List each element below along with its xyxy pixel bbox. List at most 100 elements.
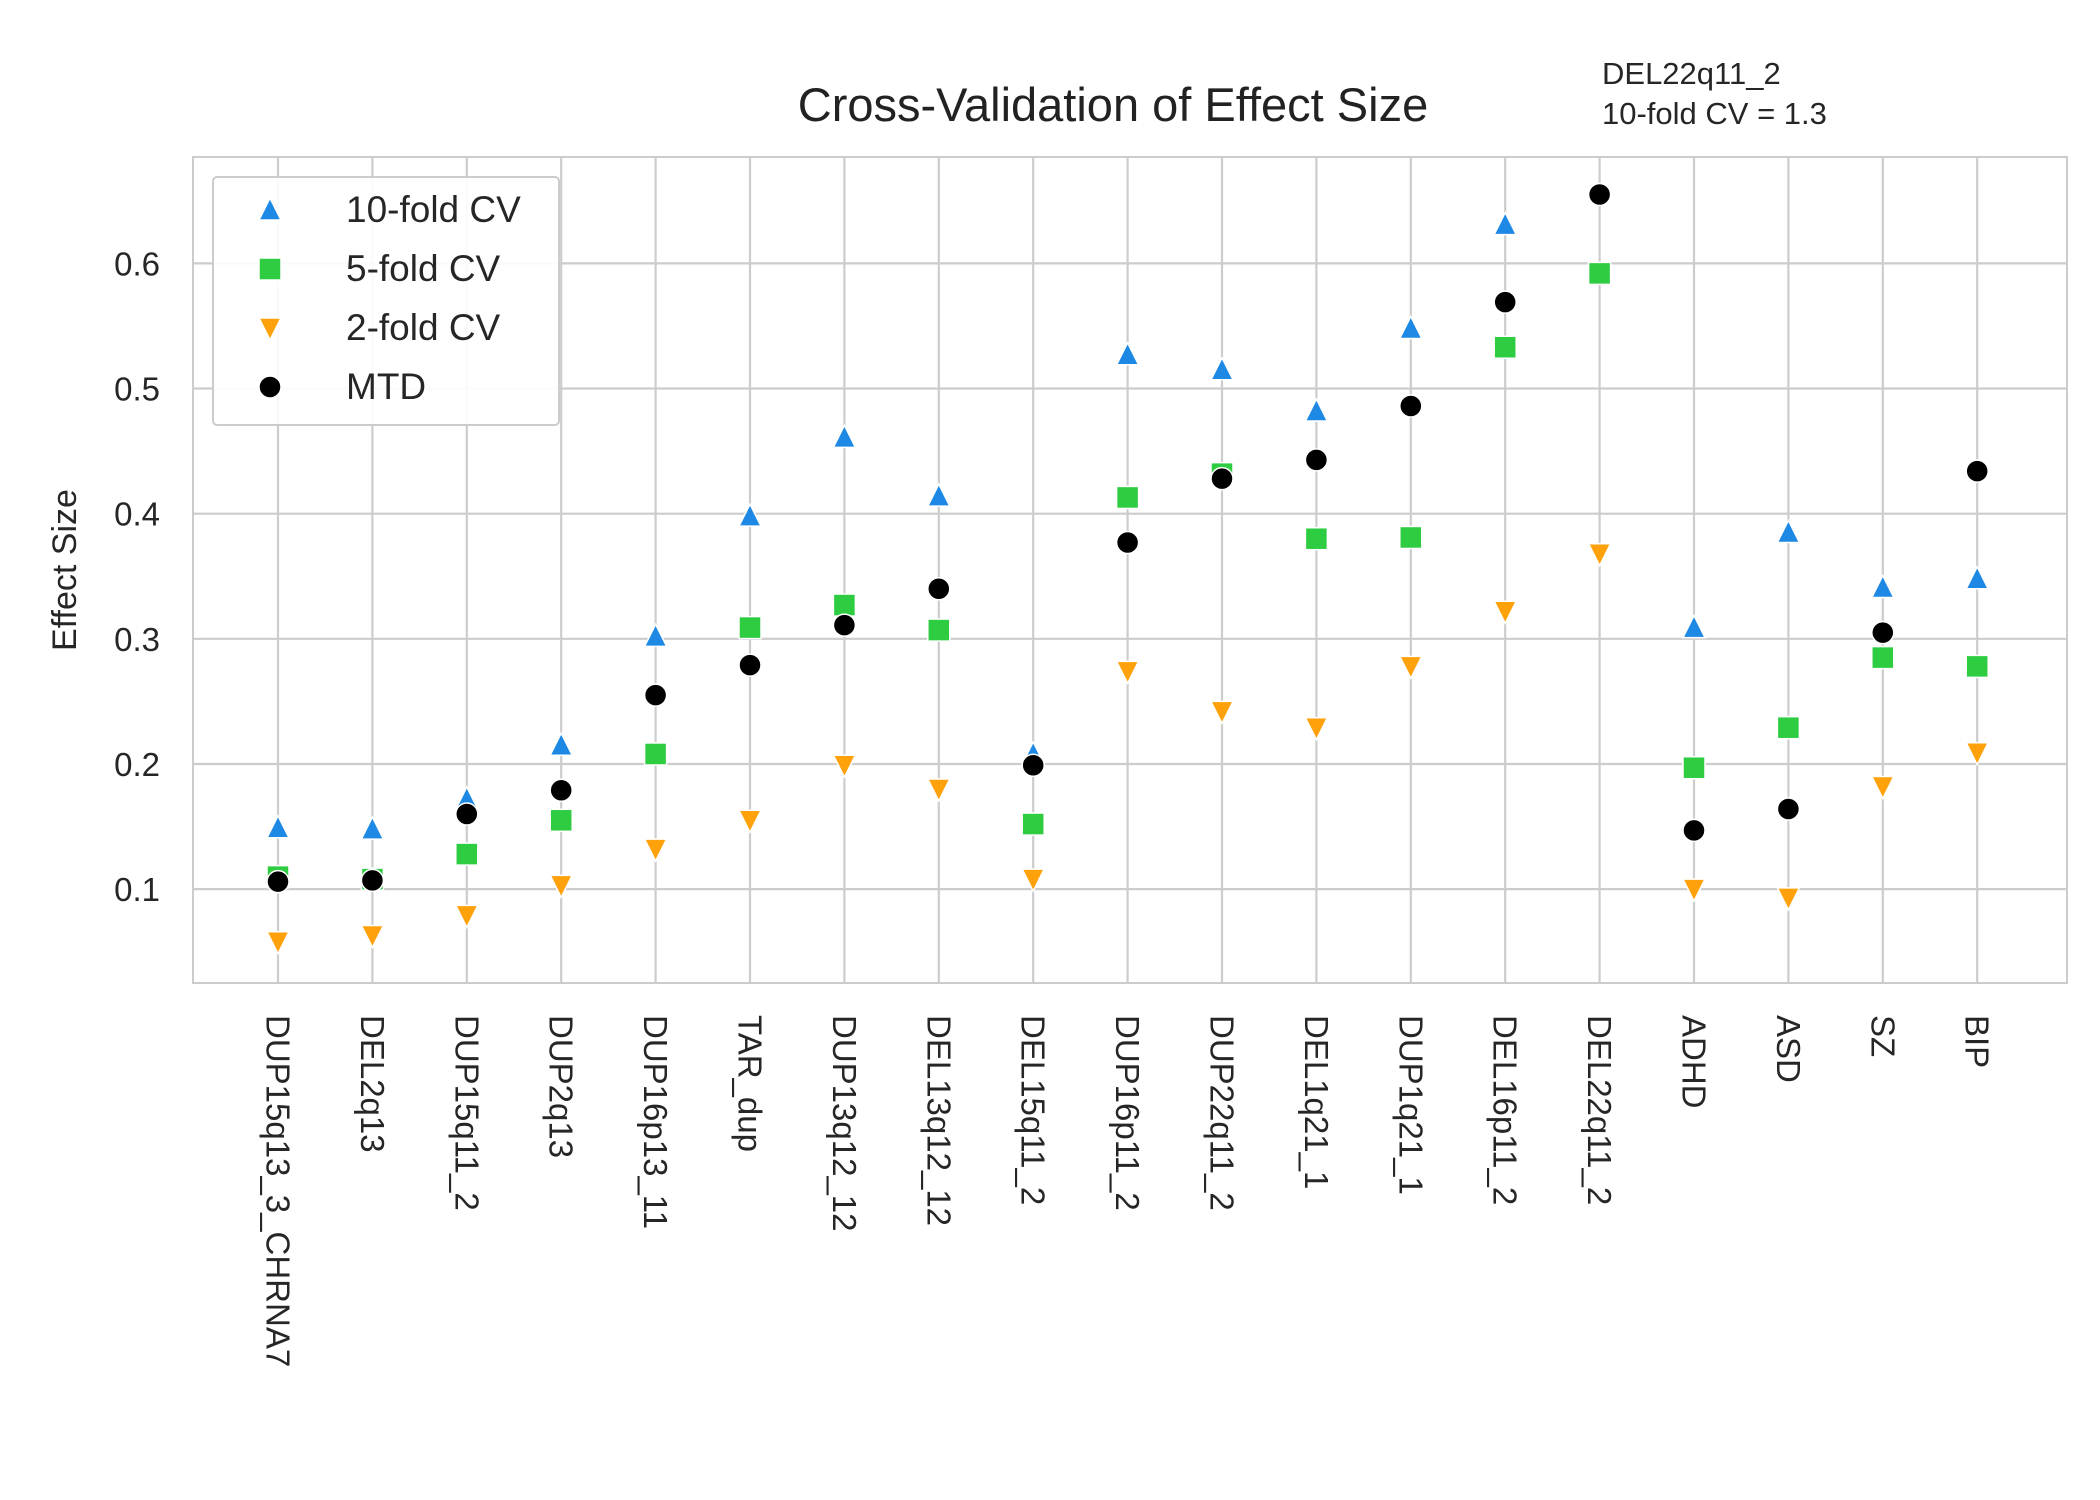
y-tick-label: 0.6 [114,245,160,282]
point-2-fold-cv-del13q12-12 [926,778,952,803]
x-tick-label: TAR_dup [732,1015,769,1152]
point-2-fold-cv-sz [1870,775,1896,801]
point-10-fold-cv-dup15q13-3-chrna7 [265,814,291,839]
point-10-fold-cv-dup13q12-12 [832,423,857,449]
x-tick-label: DUP2q13 [543,1015,580,1158]
point-10-fold-cv-adhd [1681,613,1707,639]
x-tick-label: DUP13q12_12 [826,1015,863,1232]
point-5-fold-cv-del16p11-2 [1493,335,1517,359]
point-2-fold-cv-dup16p13-11 [643,838,668,863]
point-5-fold-cv-del1q21-1 [1304,526,1329,551]
point-mtd-asd [1776,797,1801,821]
point-mtd-del16p11-2 [1493,290,1517,314]
point-5-fold-cv-del22q11-2 [1587,261,1612,286]
x-tick-label: DEL22q11_2 [1581,1015,1618,1205]
legend-marker-mtd [258,375,282,399]
point-5-fold-cv-dup1q21-1 [1399,525,1423,550]
point-5-fold-cv-dup16p11-2 [1115,485,1140,510]
chart-title: Cross-Validation of Effect Size [798,78,1428,131]
point-2-fold-cv-asd [1776,887,1801,912]
point-5-fold-cv-asd [1776,715,1801,740]
point-5-fold-cv-del13q12-12 [927,618,951,642]
point-10-fold-cv-del13q12-12 [926,482,952,507]
legend-frame [212,176,560,426]
x-tick-label: BIP [1959,1015,1996,1068]
point-2-fold-cv-dup22q11-2 [1209,700,1235,726]
series-5-fold-cv [266,261,1989,891]
y-axis-label: Effect Size [46,489,84,651]
x-tick-label: SZ [1864,1015,1901,1057]
point-mtd-dup13q12-12 [832,613,857,637]
x-tick-label: DUP15q13_3_CHRNA7 [260,1015,297,1367]
x-tick-label: DEL15q11_2 [1015,1015,1052,1205]
point-5-fold-cv-adhd [1682,755,1706,780]
point-2-fold-cv-dup15q11-2 [454,904,480,930]
y-tick-label: 0.5 [114,371,160,408]
plot-frame [192,156,2068,984]
x-tick-label: DEL16p11_2 [1487,1015,1524,1205]
y-tick-labels: 0.1 0.2 0.3 0.4 0.5 0.6 [114,245,160,908]
point-mtd-sz [1871,620,1895,645]
point-mtd-del22q11-2 [1587,182,1612,207]
point-2-fold-cv-dup2q13 [548,874,574,900]
legend-label-10-fold: 10-fold CV [346,189,521,230]
point-5-fold-cv-sz [1871,645,1895,670]
point-5-fold-cv-dup2q13 [549,808,573,833]
point-mtd-dup22q11-2 [1210,466,1234,491]
x-tick-label: DUP1q21_1 [1392,1015,1429,1195]
point-mtd-del1q21-1 [1304,448,1329,472]
point-10-fold-cv-del2q13 [360,815,385,840]
point-mtd-del13q12-12 [927,577,951,601]
point-5-fold-cv-bip [1965,654,1989,679]
legend-label-5-fold: 5-fold CV [346,248,501,289]
point-10-fold-cv-bip [1964,565,1990,590]
point-mtd-dup16p11-2 [1115,530,1140,555]
point-10-fold-cv-tar-dup [737,502,763,527]
point-2-fold-cv-dup13q12-12 [832,754,857,779]
point-10-fold-cv-del1q21-1 [1304,397,1329,422]
x-tick-label: ADHD [1676,1015,1713,1109]
point-mtd-del2q13 [360,868,385,893]
point-5-fold-cv-dup15q11-2 [455,842,479,866]
point-2-fold-cv-dup16p11-2 [1115,660,1140,686]
data-markers [265,182,1990,956]
point-10-fold-cv-sz [1870,573,1896,599]
x-tick-label: DUP16p13_11 [637,1015,674,1229]
x-tick-label: DUP15q11_2 [448,1015,485,1211]
x-tick-label: DEL2q13 [354,1015,391,1153]
point-10-fold-cv-dup1q21-1 [1398,314,1424,340]
y-tick-label: 0.3 [114,621,160,658]
point-2-fold-cv-del1q21-1 [1304,716,1329,742]
series-2-fold-cv [265,542,1990,956]
point-5-fold-cv-del15q11-2 [1021,812,1045,836]
legend-marker-2-fold-cv [257,317,283,342]
point-10-fold-cv-dup16p13-11 [643,622,668,648]
point-2-fold-cv-dup1q21-1 [1398,655,1424,681]
annotation-line-2: 10-fold CV = 1.3 [1602,96,1827,131]
point-mtd-bip [1965,459,1989,483]
point-10-fold-cv-asd [1776,518,1801,544]
point-mtd-tar-dup [738,653,762,677]
series-mtd [266,182,1989,894]
point-10-fold-cv-dup2q13 [548,731,574,756]
point-5-fold-cv-tar-dup [738,615,762,640]
point-2-fold-cv-del22q11-2 [1587,542,1612,568]
point-10-fold-cv-del16p11-2 [1492,210,1518,236]
point-10-fold-cv-dup22q11-2 [1209,356,1235,381]
point-5-fold-cv-dup16p13-11 [643,742,668,766]
x-tick-label: DUP16p11_2 [1109,1015,1146,1211]
point-mtd-del15q11-2 [1021,753,1045,777]
y-tick-label: 0.4 [114,496,160,533]
legend-marker-10-fold-cv [257,196,283,221]
annotation-line-1: DEL22q11_2 [1602,56,1781,91]
point-mtd-dup1q21-1 [1399,394,1423,418]
point-mtd-dup15q13-3-chrna7 [266,869,290,894]
y-tick-label: 0.1 [114,871,160,908]
legend-label-mtd: MTD [346,366,426,407]
x-tick-label: ASD [1770,1015,1807,1083]
point-2-fold-cv-adhd [1681,878,1707,903]
point-mtd-dup15q11-2 [455,802,479,826]
point-5-fold-cv-dup13q12-12 [832,593,857,617]
legend-markers [257,196,283,399]
